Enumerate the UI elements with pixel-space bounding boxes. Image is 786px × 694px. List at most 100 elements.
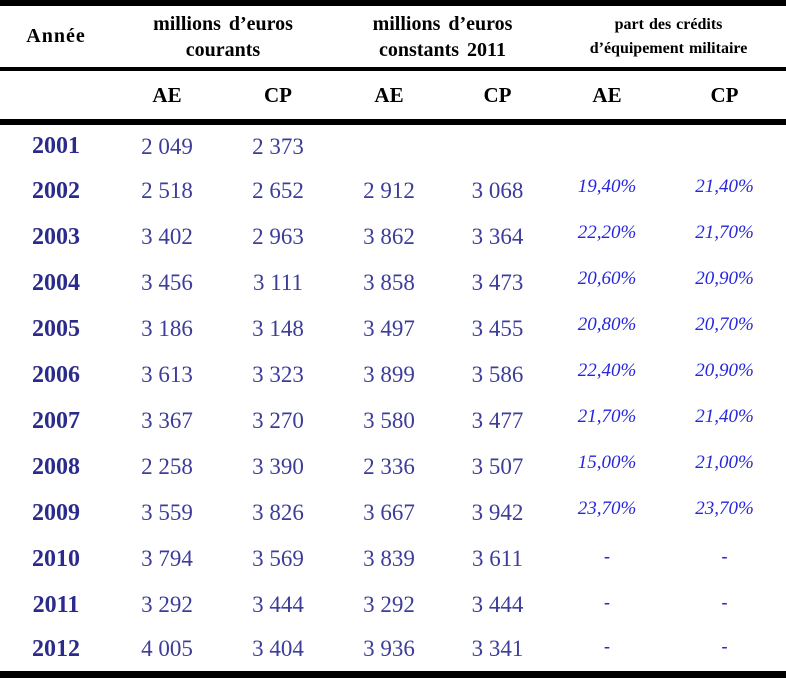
value-cell: 3 292 [363, 592, 415, 617]
value-cell: 3 586 [471, 362, 524, 387]
value-cell: 2 336 [363, 454, 415, 479]
value-cell [334, 122, 444, 168]
value-cell: 2 258 [141, 454, 193, 479]
table-body: 2001 2 049 2 373 2002 2 518 2 652 2 912 3 068 19… [0, 122, 786, 674]
value-cell: 2 652 [252, 178, 304, 203]
group-header-line1: part des crédits [614, 16, 723, 34]
value-cell: 3 611 [472, 546, 523, 571]
percent-cell: 20,80% [577, 313, 637, 335]
year-column-header: Année [26, 25, 86, 47]
year-cell: 2007 [32, 407, 80, 434]
percent-cell [551, 122, 663, 168]
percent-cell: - [721, 635, 728, 656]
group-header-line2: constants 2011 [379, 38, 506, 61]
group-header-line2: d’équipement militaire [589, 39, 748, 57]
percent-cell [663, 122, 786, 168]
year-cell: 2011 [32, 591, 80, 618]
value-cell: 3 794 [141, 546, 193, 571]
year-cell: 2004 [32, 269, 80, 296]
group-header-military-share: part des crédits d’équipement militaire [551, 3, 786, 69]
value-cell: 3 899 [363, 362, 415, 387]
value-cell: 3 341 [471, 636, 524, 662]
value-cell: 2 518 [141, 178, 193, 203]
value-cell: 3 111 [252, 270, 304, 295]
value-cell: 2 049 [141, 133, 193, 159]
year-cell: 2001 [32, 133, 80, 159]
percent-cell: 23,70% [577, 497, 637, 519]
percent-cell: 20,70% [695, 313, 754, 335]
subheader-ae: AE [374, 82, 404, 107]
value-cell: 3 270 [252, 408, 304, 433]
year-cell: 2009 [32, 499, 80, 526]
empty-corner-cell [0, 69, 112, 122]
value-cell: 3 942 [471, 500, 524, 525]
value-cell: 3 444 [252, 592, 304, 617]
value-cell: 3 862 [363, 224, 415, 249]
percent-cell: - [604, 591, 610, 612]
value-cell: 3 367 [141, 408, 193, 433]
value-cell: 2 963 [252, 224, 304, 249]
percent-cell: 19,40% [577, 175, 637, 197]
subheader-ae: AE [152, 82, 182, 107]
subheader-cp: CP [264, 82, 292, 107]
year-cell: 2005 [32, 315, 80, 342]
value-cell: 3 323 [252, 362, 304, 387]
subheader-row: AE CP AE CP AE CP [0, 69, 786, 122]
group-header-constant-euros: millions d’euros constants 2011 [334, 3, 551, 69]
percent-cell: 15,00% [577, 451, 637, 473]
value-cell: 3 473 [471, 270, 524, 295]
percent-cell: 22,20% [577, 221, 637, 243]
percent-cell: 21,70% [695, 221, 754, 243]
percent-cell: 21,40% [695, 175, 754, 197]
percent-cell: 22,40% [577, 359, 637, 381]
percent-cell: 21,70% [577, 405, 637, 427]
value-cell: 3 390 [252, 454, 304, 479]
table-row: 2003 3 402 2 963 3 862 3 364 22,20% 21,70% [0, 214, 786, 260]
percent-cell: 20,90% [695, 359, 754, 381]
year-cell: 2006 [32, 361, 80, 388]
value-cell: 2 373 [252, 133, 304, 159]
military-credits-table: Année millions d’euros courants millions… [0, 0, 786, 678]
value-cell: 3 402 [141, 224, 193, 249]
percent-cell: - [721, 591, 728, 612]
table-row: 2001 2 049 2 373 [0, 122, 786, 168]
value-cell: 3 186 [141, 316, 193, 341]
table-row: 2005 3 186 3 148 3 497 3 455 20,80% 20,70% [0, 306, 786, 352]
year-cell: 2003 [32, 223, 80, 250]
percent-cell: 20,60% [577, 267, 637, 289]
value-cell: 3 839 [363, 546, 415, 571]
table-row: 2008 2 258 3 390 2 336 3 507 15,00% 21,00% [0, 444, 786, 490]
table-row: 2009 3 559 3 826 3 667 3 942 23,70% 23,70% [0, 490, 786, 536]
value-cell: 3 613 [141, 362, 193, 387]
group-header-line1: millions d’euros [153, 12, 293, 35]
value-cell: 3 936 [363, 636, 415, 662]
value-cell: 3 456 [141, 270, 193, 295]
table-row: 2006 3 613 3 323 3 899 3 586 22,40% 20,90% [0, 352, 786, 398]
percent-cell: 21,00% [695, 451, 754, 473]
table-row: 2012 4 005 3 404 3 936 3 341 - - [0, 628, 786, 674]
value-cell: 3 580 [363, 408, 415, 433]
table-row: 2010 3 794 3 569 3 839 3 611 - - [0, 536, 786, 582]
value-cell: 3 826 [252, 500, 304, 525]
percent-cell: 20,90% [695, 267, 754, 289]
percent-cell: - [604, 545, 610, 566]
group-header-current-euros: millions d’euros courants [112, 3, 334, 69]
value-cell: 3 497 [363, 316, 415, 341]
subheader-ae: AE [592, 82, 622, 107]
table-header: Année millions d’euros courants millions… [0, 3, 786, 122]
value-cell: 3 068 [471, 178, 524, 203]
year-cell: 2010 [32, 545, 80, 572]
table-row: 2004 3 456 3 111 3 858 3 473 20,60% 20,90% [0, 260, 786, 306]
percent-cell: - [604, 635, 610, 656]
year-cell: 2008 [32, 453, 80, 480]
group-header-line2: courants [185, 38, 261, 61]
value-cell: 3 292 [141, 592, 193, 617]
year-cell: 2012 [32, 635, 80, 662]
table-row: 2007 3 367 3 270 3 580 3 477 21,70% 21,40% [0, 398, 786, 444]
year-cell: 2002 [32, 177, 80, 204]
value-cell: 3 364 [471, 224, 524, 249]
group-header-line1: millions d’euros [372, 12, 513, 35]
value-cell: 3 444 [471, 592, 524, 617]
table-row: 2002 2 518 2 652 2 912 3 068 19,40% 21,40% [0, 168, 786, 214]
